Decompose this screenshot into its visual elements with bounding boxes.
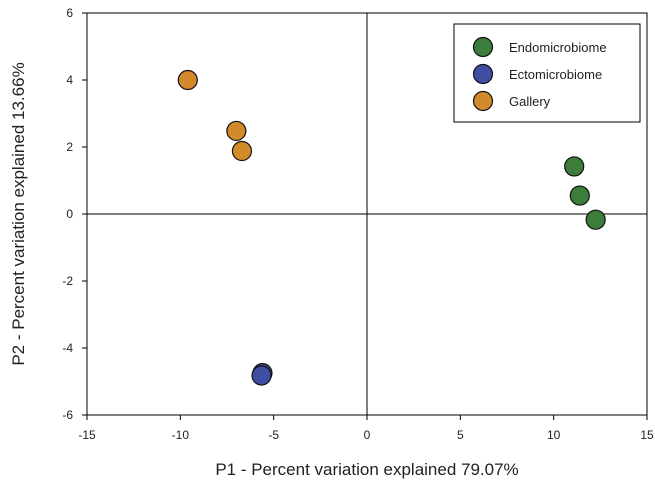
data-point-endomicrobiome <box>569 185 590 206</box>
x-tick-label: -15 <box>78 428 96 442</box>
x-tick-label: 15 <box>640 428 654 442</box>
legend-marker-gallery <box>472 90 494 112</box>
x-axis-title: P1 - Percent variation explained 79.07% <box>215 460 518 479</box>
legend-marker-endomicrobiome <box>472 36 494 58</box>
x-tick-label: 0 <box>364 428 371 442</box>
reference-lines <box>87 13 647 415</box>
legend-label-gallery: Gallery <box>509 94 551 109</box>
y-tick-label: 6 <box>66 6 73 20</box>
x-tick-label: 10 <box>547 428 561 442</box>
legend-marker-ectomicrobiome <box>472 63 494 85</box>
legend-label-endomicrobiome: Endomicrobiome <box>509 40 607 55</box>
x-axis: -15 -10 -5 0 5 10 15 <box>78 415 654 442</box>
y-tick-label: -4 <box>62 341 73 355</box>
data-point-gallery <box>177 69 198 91</box>
data-point-ectomicrobiome <box>251 365 272 386</box>
legend: Endomicrobiome Ectomicrobiome Gallery <box>453 23 641 123</box>
x-tick-label: -5 <box>268 428 279 442</box>
y-tick-label: -6 <box>62 408 73 422</box>
y-axis: -6 -4 -2 0 2 4 6 <box>62 6 87 422</box>
data-point-endomicrobiome <box>585 209 606 230</box>
legend-label-ectomicrobiome: Ectomicrobiome <box>509 67 602 82</box>
x-tick-label: -10 <box>172 428 190 442</box>
data-point-gallery <box>231 140 253 162</box>
y-tick-label: 4 <box>66 73 73 87</box>
y-tick-label: -2 <box>62 274 73 288</box>
x-tick-label: 5 <box>457 428 464 442</box>
data-point-gallery <box>226 120 247 142</box>
y-tick-label: 0 <box>66 207 73 221</box>
data-point-endomicrobiome <box>564 156 585 177</box>
data-points <box>177 69 606 386</box>
y-tick-label: 2 <box>66 140 73 154</box>
y-axis-title: P2 - Percent variation explained 13.66% <box>9 62 28 365</box>
